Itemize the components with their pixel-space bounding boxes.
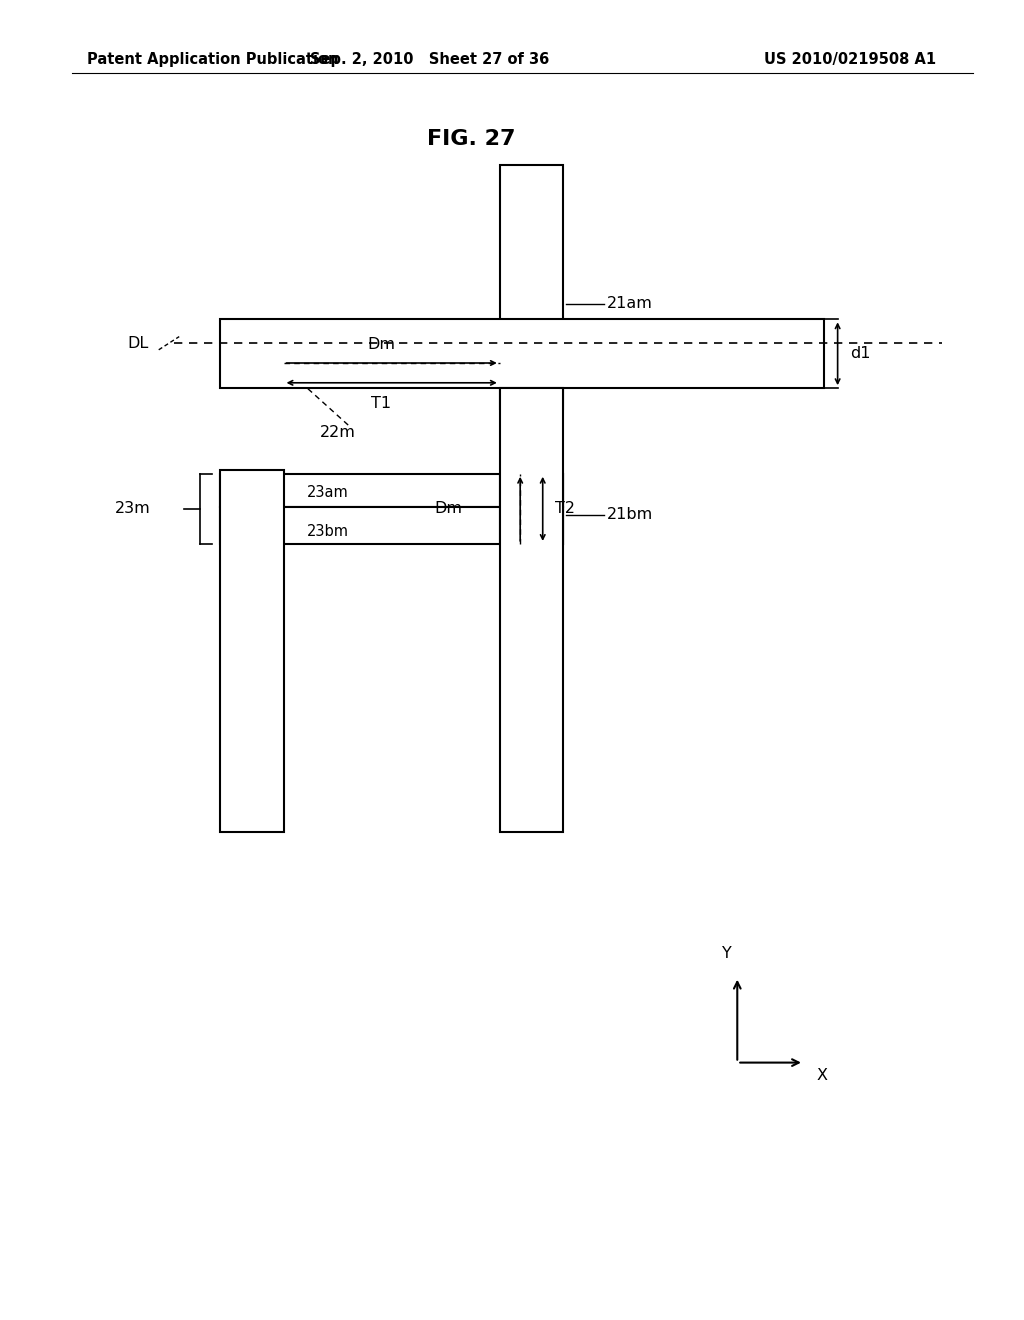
Text: Dm: Dm [367, 338, 395, 352]
Text: X: X [816, 1068, 827, 1082]
Bar [500, 388, 563, 832]
Text: 23bm: 23bm [307, 524, 349, 540]
Bar [220, 319, 824, 388]
Text: 21am: 21am [607, 296, 653, 312]
Text: Sep. 2, 2010   Sheet 27 of 36: Sep. 2, 2010 Sheet 27 of 36 [310, 51, 550, 67]
Bar [220, 474, 563, 507]
Text: Y: Y [722, 946, 732, 961]
Bar [500, 474, 563, 544]
Text: DL: DL [127, 335, 148, 351]
Text: FIG. 27: FIG. 27 [427, 128, 515, 149]
Text: 22m: 22m [319, 425, 356, 441]
Text: T1: T1 [371, 396, 391, 411]
Text: 23m: 23m [116, 502, 151, 516]
Bar [500, 165, 563, 409]
Text: 23am: 23am [307, 484, 349, 500]
Text: US 2010/0219508 A1: US 2010/0219508 A1 [764, 51, 936, 67]
Text: Dm: Dm [435, 502, 463, 516]
Bar [220, 470, 284, 832]
Text: T2: T2 [555, 502, 575, 516]
Bar [220, 507, 563, 544]
Text: 21bm: 21bm [607, 507, 653, 523]
Text: d1: d1 [850, 346, 870, 362]
Text: Patent Application Publication: Patent Application Publication [87, 51, 339, 67]
